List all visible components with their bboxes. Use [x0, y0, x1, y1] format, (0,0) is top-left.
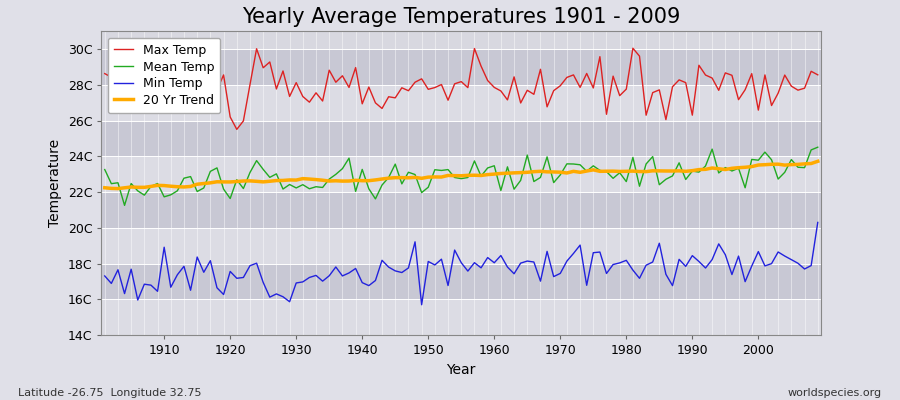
Bar	[102, 228, 821, 264]
Line: 20 Yr Trend: 20 Yr Trend	[104, 161, 818, 189]
Bar	[102, 299, 821, 335]
Bar	[102, 85, 821, 121]
Line: Mean Temp: Mean Temp	[104, 147, 818, 205]
Max Temp	[813, 72, 824, 77]
Text: worldspecies.org: worldspecies.org	[788, 388, 882, 398]
20 Yr Trend	[112, 186, 123, 191]
Min Temp	[297, 280, 308, 284]
Max Temp	[575, 85, 586, 90]
20 Yr Trend	[344, 179, 355, 184]
Min Temp	[489, 260, 500, 265]
Max Temp	[99, 71, 110, 76]
Max Temp	[627, 46, 638, 51]
Bar	[102, 156, 821, 192]
Y-axis label: Temperature: Temperature	[49, 139, 62, 227]
20 Yr Trend	[813, 159, 824, 164]
X-axis label: Year: Year	[446, 363, 476, 377]
Max Temp	[496, 88, 507, 93]
Bar	[102, 192, 821, 228]
20 Yr Trend	[575, 170, 586, 175]
Bar	[102, 49, 821, 85]
Mean Temp	[575, 162, 586, 167]
Min Temp	[152, 289, 163, 294]
20 Yr Trend	[99, 185, 110, 190]
Min Temp	[337, 274, 347, 278]
Min Temp	[99, 274, 110, 278]
20 Yr Trend	[158, 183, 169, 188]
Min Temp	[813, 220, 824, 225]
Bar	[102, 121, 821, 156]
Max Temp	[304, 100, 315, 104]
Max Temp	[489, 85, 500, 90]
Bar	[102, 264, 821, 299]
Min Temp	[496, 253, 507, 258]
Mean Temp	[158, 194, 169, 199]
Mean Temp	[99, 167, 110, 172]
Max Temp	[231, 127, 242, 132]
Mean Temp	[489, 163, 500, 168]
Mean Temp	[496, 188, 507, 193]
Min Temp	[575, 243, 586, 248]
Mean Temp	[813, 145, 824, 150]
Mean Temp	[304, 186, 315, 191]
20 Yr Trend	[304, 177, 315, 182]
Mean Temp	[344, 156, 355, 160]
Max Temp	[152, 93, 163, 98]
Legend: Max Temp, Mean Temp, Min Temp, 20 Yr Trend: Max Temp, Mean Temp, Min Temp, 20 Yr Tre…	[108, 38, 220, 113]
20 Yr Trend	[489, 172, 500, 176]
Line: Max Temp: Max Temp	[104, 48, 818, 129]
Min Temp	[416, 302, 427, 307]
Mean Temp	[119, 203, 130, 208]
20 Yr Trend	[496, 171, 507, 176]
Max Temp	[344, 85, 355, 90]
Text: Latitude -26.75  Longitude 32.75: Latitude -26.75 Longitude 32.75	[18, 388, 202, 398]
Title: Yearly Average Temperatures 1901 - 2009: Yearly Average Temperatures 1901 - 2009	[242, 7, 680, 27]
Line: Min Temp: Min Temp	[104, 222, 818, 305]
